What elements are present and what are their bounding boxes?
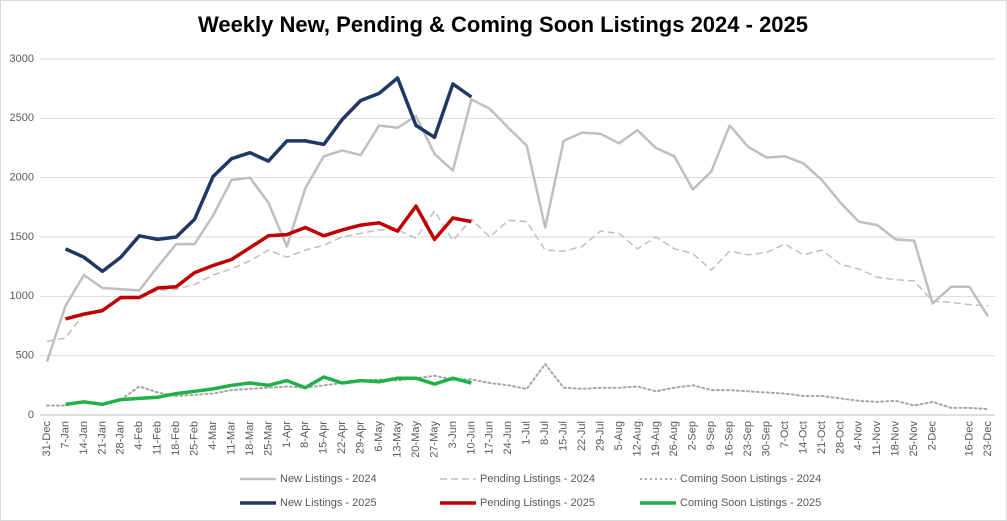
x-tick-label: 5-Aug	[613, 421, 625, 450]
legend-label: Pending Listings - 2024	[480, 473, 595, 485]
x-tick-label: 14-Oct	[797, 421, 809, 454]
series-line	[45, 98, 990, 362]
x-tick-label: 22-Apr	[336, 421, 348, 454]
series-line	[46, 363, 989, 411]
x-tick-label: 24-Jun	[502, 421, 514, 455]
x-tick-label: 29-Jul	[594, 421, 606, 451]
x-tick-label: 7-Jan	[59, 421, 71, 449]
x-tick-label: 10-Jun	[465, 421, 477, 455]
chart-title: Weekly New, Pending & Coming Soon Listin…	[198, 12, 808, 37]
legend-label: New Listings - 2025	[280, 497, 377, 509]
x-tick-label: 2-Sep	[687, 421, 699, 450]
x-tick-label: 22-Jul	[576, 421, 588, 451]
y-tick-label: 1000	[10, 290, 34, 302]
legend-label: Pending Listings - 2025	[480, 497, 595, 509]
x-tick-label: 28-Oct	[834, 421, 846, 454]
x-tick-label: 2-Dec	[927, 421, 939, 451]
x-tick-label: 11-Feb	[152, 421, 164, 455]
x-tick-label: 16-Dec	[963, 421, 975, 457]
x-tick-label: 23-Dec	[982, 421, 994, 457]
x-tick-label: 8-Apr	[299, 421, 311, 448]
x-tick-label: 21-Jan	[96, 421, 108, 455]
x-tick-label: 4-Nov	[853, 421, 865, 451]
series-line	[65, 375, 472, 407]
x-tick-label: 18-Feb	[170, 421, 182, 456]
x-tick-label: 16-Sep	[724, 421, 736, 456]
y-tick-label: 0	[28, 409, 34, 421]
x-tick-label: 7-Oct	[779, 421, 791, 448]
legend-label: Coming Soon Listings - 2024	[680, 473, 821, 485]
y-tick-label: 500	[16, 350, 34, 362]
x-tick-label: 11-Mar	[225, 421, 237, 455]
x-tick-label: 13-May	[391, 421, 403, 458]
x-tick-label: 25-Mar	[262, 421, 274, 456]
y-tick-label: 2000	[10, 172, 34, 184]
x-tick-label: 1-Jul	[521, 421, 533, 445]
x-tick-label: 18-Mar	[244, 421, 256, 456]
x-tick-label: 4-Mar	[207, 421, 219, 450]
y-tick-label: 1500	[10, 231, 34, 243]
series-line	[46, 210, 989, 343]
x-tick-label: 29-Apr	[355, 421, 367, 454]
x-tick-label: 12-Aug	[631, 421, 643, 456]
x-tick-label: 4-Feb	[133, 421, 145, 450]
x-tick-label: 26-Aug	[668, 421, 680, 456]
x-tick-label: 17-Jun	[484, 421, 496, 455]
x-tick-label: 3-Jun	[447, 421, 459, 449]
x-tick-label: 1-Apr	[281, 421, 293, 448]
x-tick-label: 9-Sep	[705, 421, 717, 450]
x-tick-label: 30-Sep	[760, 421, 772, 456]
x-tick-label: 18-Nov	[890, 421, 902, 457]
x-tick-label: 6-May	[373, 421, 385, 452]
x-tick-label: 27-May	[428, 421, 440, 458]
x-tick-label: 28-Jan	[115, 421, 127, 455]
x-tick-label: 11-Nov	[871, 421, 883, 456]
y-tick-label: 3000	[10, 53, 34, 65]
x-tick-label: 19-Aug	[650, 421, 662, 456]
x-tick-label: 23-Sep	[742, 421, 754, 456]
y-tick-label: 2500	[10, 112, 34, 124]
x-tick-label: 21-Oct	[816, 421, 828, 454]
series-line	[64, 76, 473, 274]
series-line	[65, 204, 472, 321]
legend-label: Coming Soon Listings - 2025	[680, 497, 821, 509]
x-tick-label: 14-Jan	[78, 421, 90, 455]
x-tick-label: 15-Jul	[558, 421, 570, 451]
x-tick-label: 31-Dec	[41, 421, 53, 457]
x-tick-label: 25-Nov	[908, 421, 920, 457]
x-tick-label: 25-Feb	[189, 421, 201, 456]
x-tick-label: 8-Jul	[539, 421, 551, 445]
x-tick-label: 20-May	[410, 421, 422, 458]
legend-label: New Listings - 2024	[280, 473, 377, 485]
x-tick-label: 15-Apr	[318, 421, 330, 454]
